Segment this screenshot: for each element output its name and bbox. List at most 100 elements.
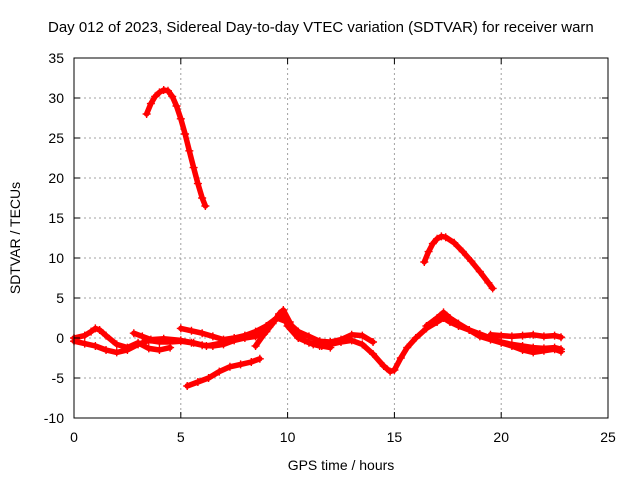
data-point: [215, 367, 224, 376]
data-points-layer: [70, 86, 566, 390]
data-point: [219, 335, 228, 344]
x-tick-label: 10: [280, 429, 296, 445]
x-tick-label: 25: [600, 429, 616, 445]
data-point: [557, 347, 566, 356]
data-point: [201, 202, 210, 210]
data-point: [369, 338, 378, 346]
x-tick-label: 0: [70, 429, 78, 445]
data-point: [420, 258, 429, 266]
data-point: [539, 346, 548, 355]
data-point: [95, 326, 104, 334]
series-segment-2: [420, 232, 497, 293]
data-point: [285, 318, 294, 326]
data-point: [337, 335, 345, 344]
series-segment-8: [251, 306, 335, 352]
data-point: [255, 354, 264, 363]
data-point: [300, 336, 309, 345]
data-point: [439, 308, 448, 317]
data-point: [529, 330, 538, 339]
data-point: [467, 257, 476, 266]
y-tick-label: 15: [48, 210, 64, 226]
data-point: [112, 348, 121, 357]
data-point: [433, 314, 442, 322]
x-axis-label: GPS time / hours: [288, 457, 395, 473]
data-point: [539, 332, 548, 341]
chart-title: Day 012 of 2023, Sidereal Day-to-day VTE…: [48, 19, 594, 36]
data-point: [358, 340, 367, 349]
data-point: [112, 340, 121, 349]
data-point: [529, 348, 538, 357]
data-point: [279, 306, 288, 314]
x-tick-label: 15: [387, 429, 403, 445]
data-point: [159, 334, 168, 343]
data-point: [87, 327, 96, 336]
data-point: [138, 332, 147, 341]
data-point: [208, 332, 217, 341]
data-point: [497, 331, 506, 340]
data-point: [292, 330, 301, 338]
data-point: [155, 346, 164, 354]
data-point: [163, 86, 172, 95]
data-point: [185, 146, 194, 155]
data-point: [268, 319, 277, 328]
data-point: [518, 331, 527, 340]
data-point: [240, 331, 249, 340]
series-segment-9: [422, 308, 566, 357]
data-point: [411, 334, 420, 342]
data-point: [230, 334, 239, 342]
data-point: [189, 163, 198, 172]
data-point: [275, 310, 284, 318]
data-point: [176, 336, 185, 345]
data-point: [236, 360, 245, 369]
data-point: [484, 278, 493, 287]
data-point: [80, 331, 89, 340]
data-point: [251, 342, 260, 350]
data-point: [403, 343, 412, 352]
data-point: [458, 247, 467, 256]
data-point: [142, 110, 151, 118]
data-point: [181, 130, 190, 138]
data-point: [166, 343, 175, 352]
data-point: [144, 344, 153, 353]
data-point: [155, 88, 164, 97]
y-tick-label: 25: [48, 130, 64, 146]
data-point: [102, 331, 111, 340]
data-point: [187, 326, 196, 335]
series-segment-1: [142, 86, 210, 210]
data-point: [507, 342, 516, 350]
data-point: [204, 374, 213, 382]
data-point: [146, 99, 155, 108]
data-point: [486, 330, 495, 339]
data-point: [260, 330, 269, 338]
data-point: [428, 239, 437, 248]
data-point: [433, 234, 442, 243]
y-tick-label: 5: [56, 290, 64, 306]
data-point: [437, 232, 446, 241]
series-segment-10: [486, 330, 566, 342]
data-point: [193, 378, 202, 386]
data-point: [497, 338, 506, 347]
data-point: [176, 324, 185, 333]
data-point: [518, 346, 527, 354]
data-point: [91, 324, 100, 333]
data-point: [488, 284, 497, 293]
data-point: [441, 233, 450, 242]
data-point: [475, 267, 484, 276]
data-point: [396, 354, 405, 362]
data-point: [317, 342, 326, 350]
plot-frame: [73, 57, 609, 419]
data-point: [146, 335, 155, 344]
data-point: [557, 333, 566, 342]
data-point: [304, 332, 313, 341]
data-point: [198, 194, 207, 202]
data-point: [176, 114, 185, 123]
y-tick-label: 30: [48, 90, 64, 106]
x-tick-label: 20: [493, 429, 509, 445]
series-trace: [421, 233, 496, 292]
data-point: [358, 331, 367, 340]
data-point: [251, 327, 260, 336]
data-point: [390, 366, 399, 374]
data-point: [172, 102, 181, 110]
data-point: [168, 92, 177, 101]
data-point: [326, 343, 335, 352]
